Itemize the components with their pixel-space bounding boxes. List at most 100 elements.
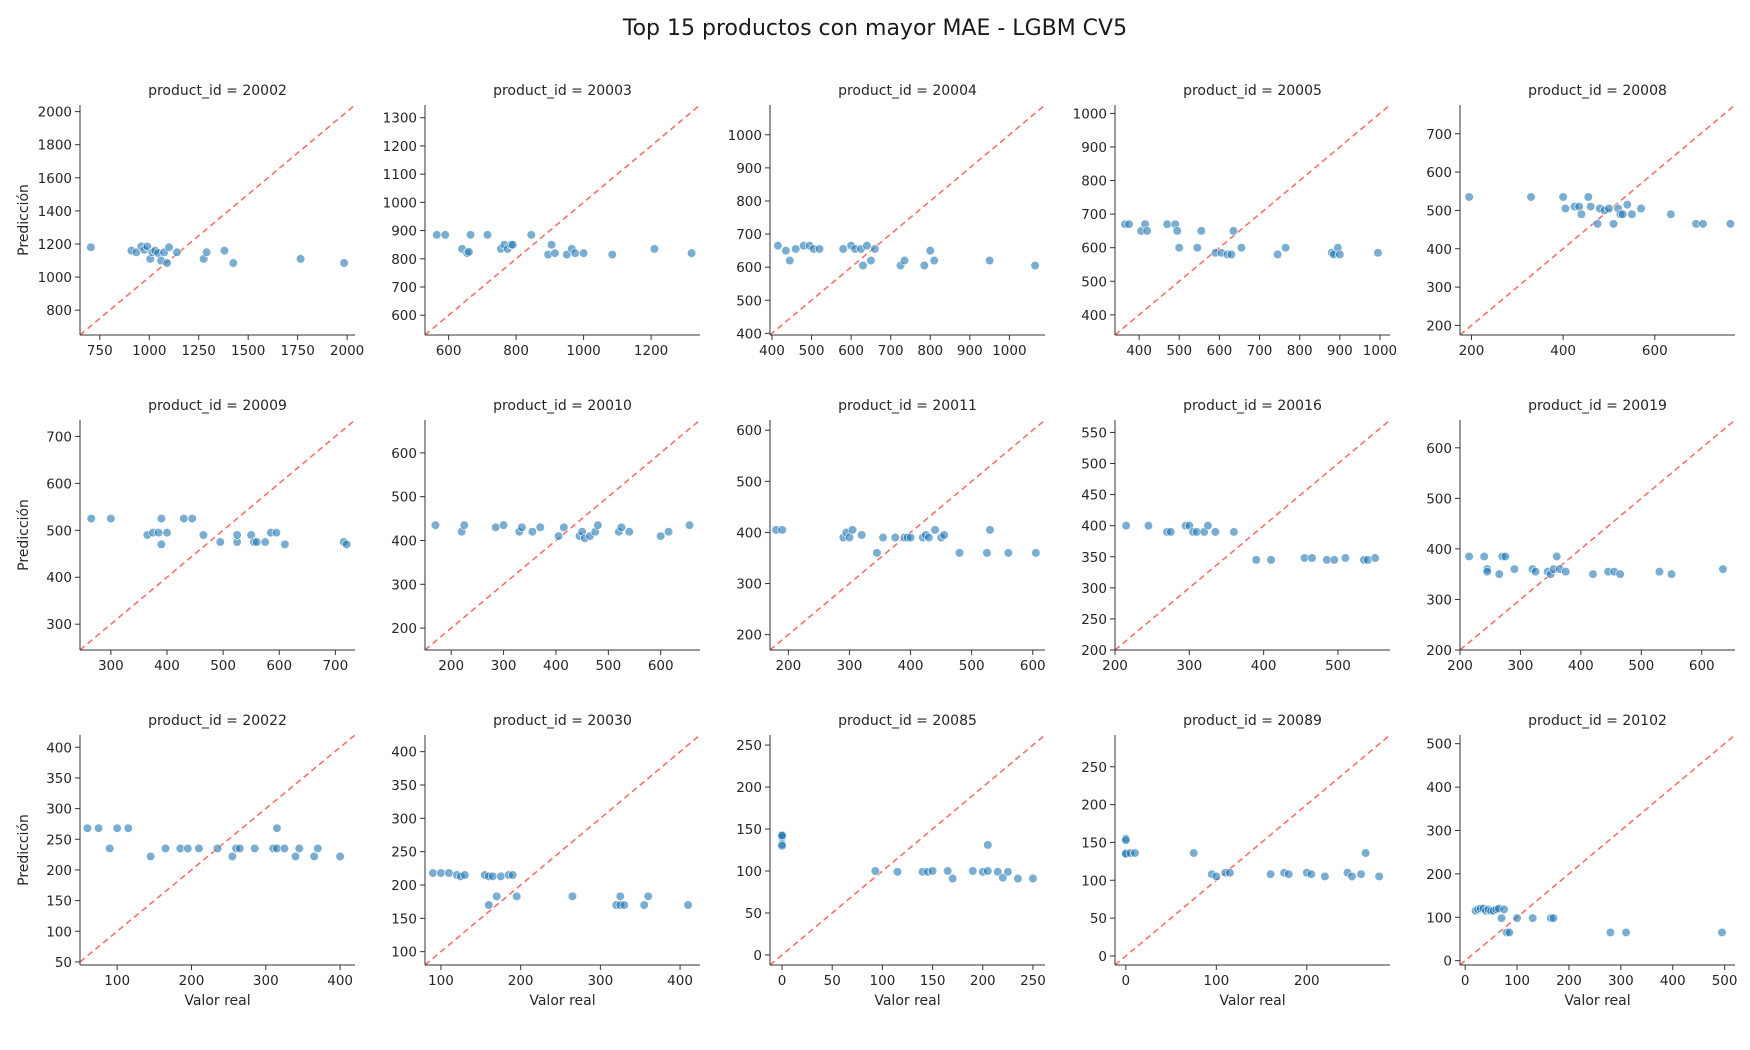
x-tick-label: 500 <box>1712 973 1738 989</box>
scatter-point <box>535 522 545 532</box>
y-tick-label: 1000 <box>728 128 762 144</box>
y-tick-label: 600 <box>1426 441 1452 457</box>
x-tick-label: 600 <box>1206 343 1232 359</box>
scatter-point <box>444 868 454 878</box>
panel-3: product_id = 20004 400 500 600 700 800 900 1000… <box>728 83 1046 359</box>
scatter-point <box>1464 192 1474 202</box>
scatter-point <box>313 843 323 854</box>
scatter-point <box>260 537 270 547</box>
scatter-point <box>1281 243 1291 253</box>
scatter-point <box>948 873 958 884</box>
scatter-point <box>1618 209 1628 219</box>
diagonal-reference-line <box>769 104 1046 336</box>
scatter-point <box>482 230 493 240</box>
y-tick-label: 300 <box>391 577 417 593</box>
scatter-point <box>1306 869 1316 879</box>
y-tick-label: 550 <box>1081 425 1107 441</box>
x-tick-label: 200 <box>179 973 205 989</box>
y-tick-label: 300 <box>736 577 762 593</box>
scatter-point <box>593 520 603 530</box>
x-tick-label: 300 <box>1608 973 1634 989</box>
scatter-point <box>1028 873 1038 884</box>
x-tick-label: 300 <box>1176 658 1202 674</box>
panel-11: product_id = 20022 100 200 300 400 50 100 150 20… <box>16 713 356 1009</box>
x-tick-label: 300 <box>491 658 517 674</box>
scatter-point <box>1003 867 1013 877</box>
x-tick-label: 500 <box>1166 343 1192 359</box>
scatter-point <box>459 520 469 530</box>
scatter-point <box>1031 548 1041 558</box>
y-tick-label: 500 <box>1426 203 1452 219</box>
scatter-point <box>781 246 791 256</box>
scatter-point <box>649 244 660 254</box>
y-tick-label: 50 <box>1090 911 1107 927</box>
scatter-point <box>1718 564 1728 574</box>
scatter-point <box>985 255 995 266</box>
x-tick-label: 600 <box>838 343 864 359</box>
scatter-point <box>838 244 848 254</box>
scatter-point <box>1604 203 1614 214</box>
x-tick-label: 400 <box>759 343 785 359</box>
scatter-point <box>162 528 172 538</box>
y-tick-label: 400 <box>391 533 417 549</box>
scatter-point <box>1586 201 1596 212</box>
scatter-point <box>1636 203 1646 214</box>
x-tick-label: 500 <box>799 343 825 359</box>
scatter-point <box>508 870 518 880</box>
scatter-point <box>615 891 625 901</box>
y-tick-label: 800 <box>1081 174 1107 190</box>
scatter-point <box>1196 226 1206 236</box>
panel-2: product_id = 20003 600 800 1000 1200 600 700 80… <box>383 83 701 359</box>
x-tick-label: 0 <box>778 973 787 989</box>
panel-1: product_id = 20002 750 1000 1250 1500 1750 200… <box>16 83 364 359</box>
y-tick-label: 400 <box>1426 780 1452 796</box>
scatter-point <box>1717 927 1727 938</box>
scatter-point <box>872 548 882 558</box>
scatter-point <box>1608 219 1619 229</box>
scatter-point <box>663 527 674 537</box>
x-axis-label: Valor real <box>184 993 250 1009</box>
y-tick-label: 1200 <box>38 237 72 253</box>
y-tick-label: 600 <box>391 308 417 324</box>
x-tick-label: 1200 <box>634 343 668 359</box>
scatter-point <box>619 900 629 910</box>
panel-15: product_id = 20102 0 100 200 300 400 500 0 100 20… <box>1426 713 1737 1009</box>
x-tick-label: 400 <box>898 658 924 674</box>
y-tick-label: 0 <box>753 948 762 964</box>
scatter-point <box>983 866 993 876</box>
y-tick-label: 600 <box>1081 241 1107 257</box>
scatter-point <box>1560 203 1571 214</box>
panel-title: product_id = 20016 <box>1183 398 1322 414</box>
panel-4: product_id = 20005 400 500 600 700 800 900 1000… <box>1073 83 1398 359</box>
diagonal-reference-line <box>1114 419 1391 651</box>
scatter-point <box>526 230 536 240</box>
scatter-point <box>643 891 653 901</box>
scatter-point <box>179 513 189 524</box>
scatter-point <box>929 255 939 266</box>
scatter-point <box>212 843 223 854</box>
scatter-point <box>993 867 1003 877</box>
y-tick-label: 200 <box>1426 318 1452 334</box>
scatter-point <box>1500 551 1510 562</box>
panel-title: product_id = 20011 <box>838 398 977 414</box>
x-tick-label: 300 <box>1508 658 1534 674</box>
diagonal-reference-line <box>769 734 1046 966</box>
scatter-point <box>550 248 560 258</box>
scatter-point <box>279 843 289 854</box>
scatter-point <box>1124 219 1134 229</box>
scatter-point <box>272 823 282 833</box>
scatter-point <box>925 246 935 256</box>
scatter-point <box>1266 555 1276 565</box>
panel-6: product_id = 20009 300 400 500 600 700 300 400 5… <box>16 398 356 674</box>
y-tick-label: 1800 <box>38 138 72 154</box>
x-tick-label: 500 <box>595 658 621 674</box>
x-tick-label: 400 <box>1126 343 1152 359</box>
scatter-point <box>512 891 522 901</box>
scatter-point <box>1121 835 1131 845</box>
scatter-point <box>1654 567 1665 577</box>
y-tick-label: 350 <box>1081 550 1107 566</box>
panel-title: product_id = 20089 <box>1183 713 1322 729</box>
scatter-point <box>1142 226 1152 236</box>
y-tick-label: 200 <box>1426 643 1452 659</box>
